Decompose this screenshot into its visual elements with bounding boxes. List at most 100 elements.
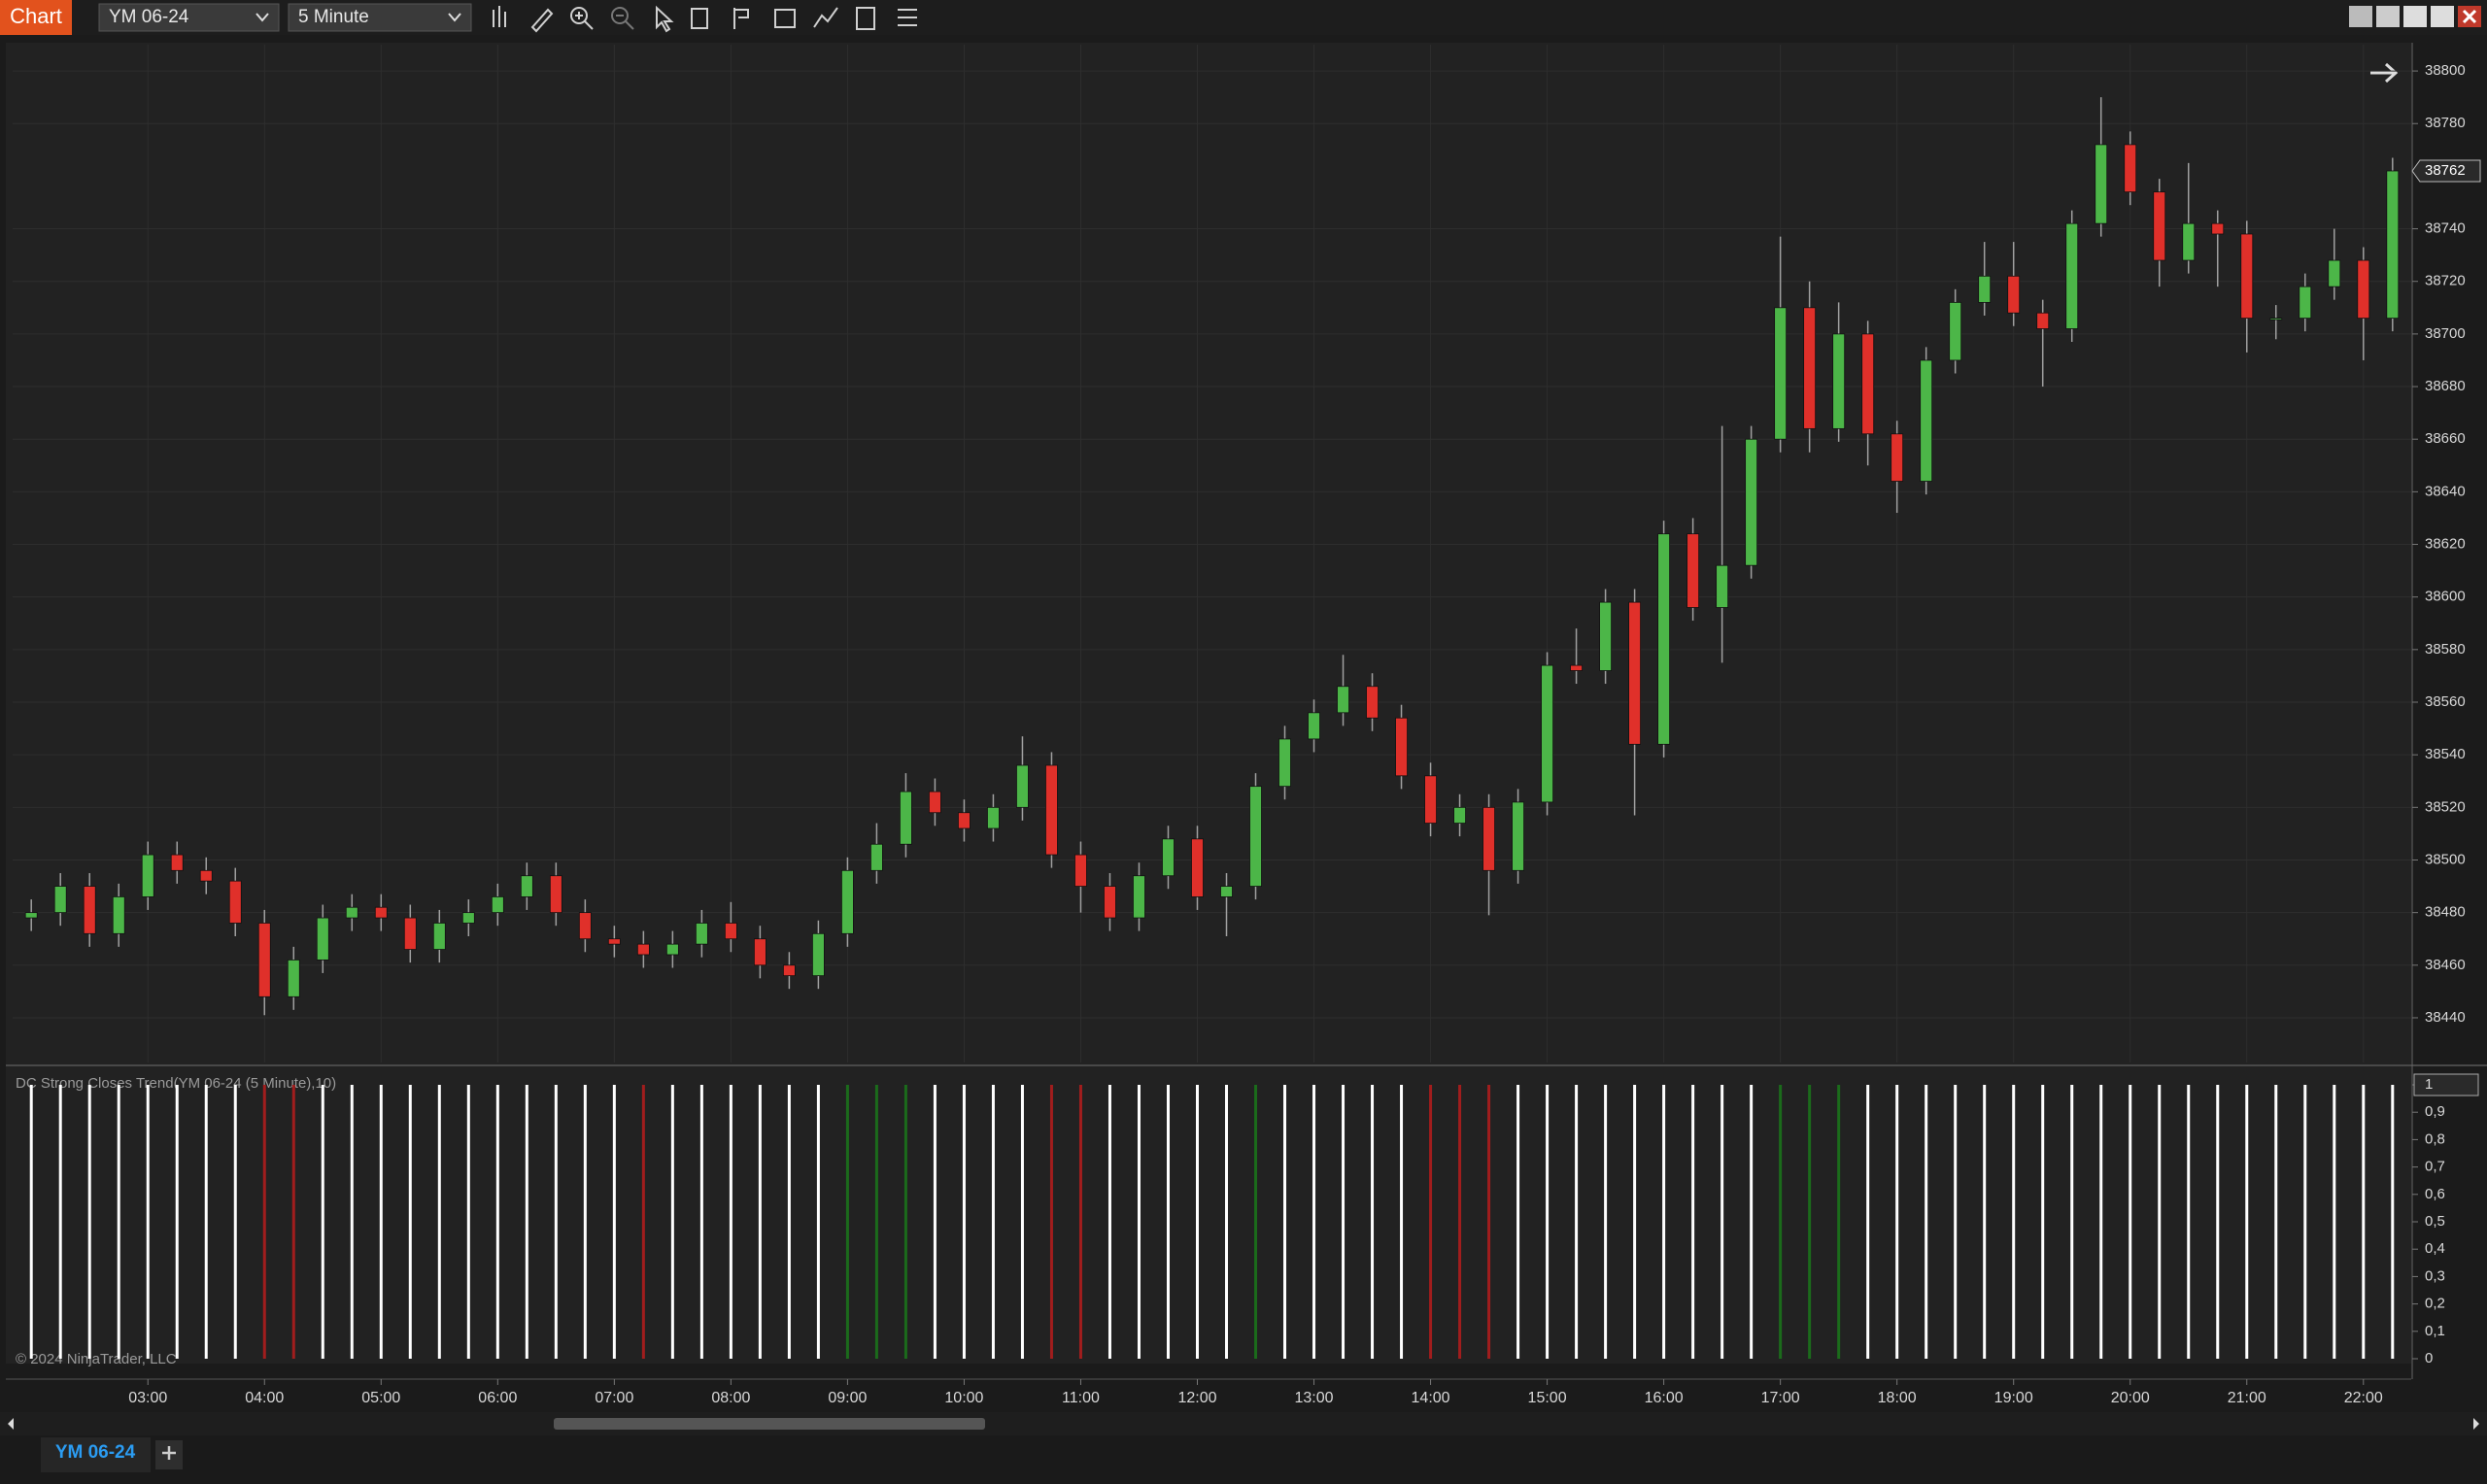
candle-body xyxy=(929,791,941,814)
candle-body xyxy=(549,875,562,914)
candle-body xyxy=(900,791,912,845)
y-tick-label: 38700 xyxy=(2425,325,2466,342)
x-tick-label: 18:00 xyxy=(1878,1390,1917,1406)
candle-body xyxy=(1628,601,1642,745)
x-tick-label: 15:00 xyxy=(1528,1390,1567,1406)
y-tick-label: 38660 xyxy=(2425,430,2466,447)
x-tick-label: 22:00 xyxy=(2344,1390,2383,1406)
candle-body xyxy=(1949,301,1962,361)
dropdown-arrow xyxy=(256,13,269,22)
y-tick-label: 38440 xyxy=(2425,1009,2466,1026)
candle-body xyxy=(1599,601,1612,671)
last-price-label: 38762 xyxy=(2425,162,2466,179)
pointer-icon[interactable] xyxy=(656,5,674,33)
maximize-btn[interactable] xyxy=(2431,6,2454,27)
candle-body xyxy=(1045,764,1058,856)
candle-body xyxy=(1249,786,1262,887)
data-box-icon[interactable] xyxy=(691,8,708,29)
candle-body xyxy=(170,854,184,871)
candle-body xyxy=(199,869,213,882)
candle-body xyxy=(841,869,854,934)
x-tick-label: 17:00 xyxy=(1761,1390,1800,1406)
x-tick-label: 03:00 xyxy=(128,1390,167,1406)
scrollbar-thumb[interactable] xyxy=(554,1418,985,1430)
x-tick-label: 05:00 xyxy=(361,1390,400,1406)
price-panel xyxy=(6,43,2411,1064)
zoom-out-icon[interactable] xyxy=(611,7,629,24)
candle-body xyxy=(432,923,446,950)
toolbar-icons xyxy=(493,5,917,33)
y-tick-label: 0,7 xyxy=(2425,1159,2445,1175)
indicators-icon[interactable] xyxy=(856,7,875,30)
bars-icon[interactable] xyxy=(493,6,506,27)
window-btn[interactable] xyxy=(2349,6,2372,27)
candle-body xyxy=(1716,564,1729,608)
candle-body xyxy=(2124,144,2137,193)
tab[interactable] xyxy=(41,1437,151,1472)
y-tick-label: 38520 xyxy=(2425,798,2466,815)
candle-body xyxy=(141,854,154,897)
candle-body xyxy=(1774,307,1788,440)
candle-body xyxy=(1395,717,1408,777)
y-tick-label: 38460 xyxy=(2425,957,2466,973)
candle-body xyxy=(228,880,242,924)
candle-body xyxy=(2328,259,2341,287)
indicator-panel xyxy=(6,1066,2411,1364)
candle-body xyxy=(83,886,96,934)
window-btn[interactable] xyxy=(2376,6,2400,27)
minimize-btn[interactable] xyxy=(2403,6,2427,27)
candle-body xyxy=(520,875,533,897)
toolbar: Chart YM 06-24 5 Minute xyxy=(0,0,2487,35)
candle-body xyxy=(1745,438,1758,566)
y-tick-label: 38780 xyxy=(2425,115,2466,131)
candle-body xyxy=(2007,275,2021,314)
y-tick-label: 38640 xyxy=(2425,483,2466,499)
instrument-text: YM 06-24 xyxy=(109,7,189,27)
y-tick-highlight xyxy=(2413,1073,2479,1096)
candle-body xyxy=(1978,275,1992,303)
y-tick-label: 38620 xyxy=(2425,535,2466,552)
candle-body xyxy=(1657,533,1671,745)
y-tick-label: 38580 xyxy=(2425,641,2466,658)
templates-icon[interactable] xyxy=(774,9,796,28)
strategy-icon[interactable] xyxy=(813,7,838,28)
candle-body xyxy=(607,938,621,945)
candle-body xyxy=(753,938,767,966)
interval-text: 5 Minute xyxy=(298,7,369,27)
y-tick-label: 38600 xyxy=(2425,589,2466,605)
scroll-to-end-arrow[interactable] xyxy=(2370,62,2399,84)
add-tab-glyph xyxy=(162,1446,176,1460)
candle-body xyxy=(958,812,971,829)
properties-icon[interactable] xyxy=(733,8,749,29)
list-icon[interactable] xyxy=(898,9,917,26)
candle-body xyxy=(1482,806,1495,871)
candle-body xyxy=(2269,318,2283,320)
zoom-in-icon[interactable] xyxy=(570,7,588,24)
candle-body xyxy=(724,923,737,940)
x-tick-label: 09:00 xyxy=(828,1390,867,1406)
y-tick-label: 38740 xyxy=(2425,220,2466,237)
chart-tab-badge[interactable] xyxy=(0,0,72,35)
candle-body xyxy=(1104,886,1116,919)
indicator-label: DC Strong Closes Trend(YM 06-24 (5 Minut… xyxy=(16,1075,336,1092)
draw-icon[interactable] xyxy=(530,8,554,33)
tab-label: YM 06-24 xyxy=(55,1442,136,1463)
instrument-select[interactable] xyxy=(98,3,280,32)
interval-select[interactable] xyxy=(288,3,472,32)
candle-body xyxy=(1278,738,1291,788)
candle-body xyxy=(987,806,1000,829)
candle-body xyxy=(374,906,388,919)
candle-body xyxy=(1220,886,1233,897)
candle-body xyxy=(2211,222,2225,235)
candle-body xyxy=(695,923,708,945)
candle-body xyxy=(112,895,125,934)
y-tick-label: 0,9 xyxy=(2425,1103,2445,1120)
y-tick-label: 0,4 xyxy=(2425,1240,2445,1257)
candle-body xyxy=(1803,307,1817,429)
candle-body xyxy=(636,943,650,956)
candle-body xyxy=(2386,170,2400,320)
candle-body xyxy=(1541,664,1553,803)
candle-body xyxy=(345,906,358,919)
